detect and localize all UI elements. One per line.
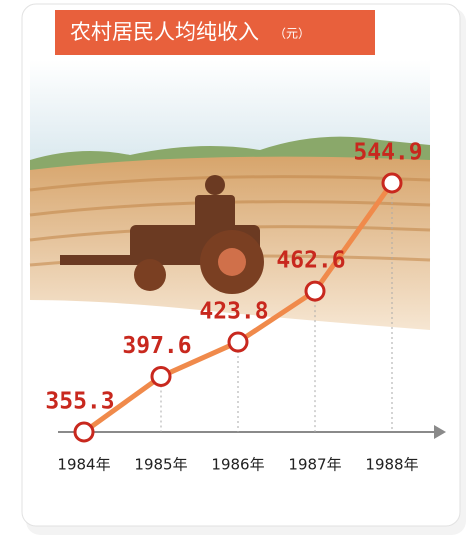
x-tick-label: 1985年 (134, 456, 187, 474)
value-label: 423.8 (199, 299, 268, 325)
value-label: 355.3 (45, 389, 114, 415)
value-label: 462.6 (276, 248, 345, 274)
x-tick-label: 1984年 (57, 456, 110, 474)
point (383, 174, 401, 192)
x-tick-label: 1987年 (288, 456, 341, 474)
background-illustration (30, 60, 430, 330)
unit-label: （元） (274, 27, 310, 41)
value-label: 397.6 (122, 333, 191, 359)
point (229, 333, 247, 351)
point (152, 367, 170, 385)
x-tick-label: 1986年 (211, 456, 264, 474)
chart: 农村居民人均纯收入 （元） 355.3 1984年 397.6 1985年 423.8 1… (0, 0, 473, 547)
chart-title: 农村居民人均纯收入 (70, 20, 259, 44)
value-label: 544.9 (353, 140, 422, 166)
point (306, 282, 324, 300)
point (75, 423, 93, 441)
x-tick-label: 1988年 (365, 456, 418, 474)
